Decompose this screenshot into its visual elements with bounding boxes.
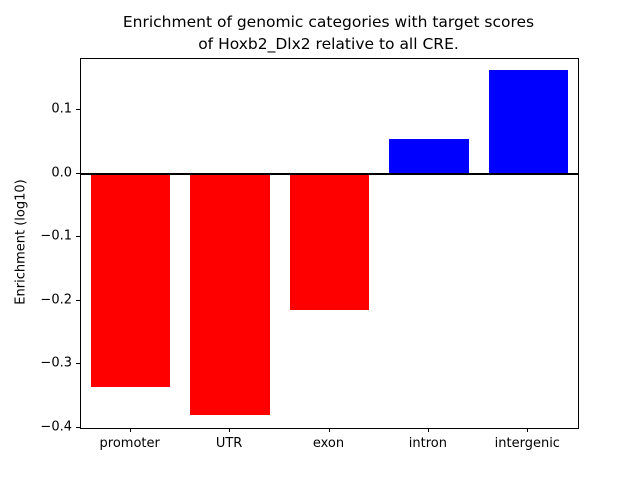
- chart-title-line1: Enrichment of genomic categories with ta…: [122, 13, 535, 31]
- bar-exon: [289, 173, 370, 311]
- chart-title-line2: of Hoxb2_Dlx2 relative to all CRE.: [198, 34, 459, 53]
- bar-promoter: [90, 173, 171, 387]
- x-tick-label-intergenic: intergenic: [494, 436, 560, 451]
- y-tick-label-2: −0.1: [40, 228, 72, 244]
- plot-area: [80, 58, 579, 429]
- x-tick-label-intron: intron: [408, 436, 447, 451]
- x-tick-intergenic: [527, 428, 529, 432]
- x-tick-UTR: [229, 428, 231, 432]
- x-tick-label-promoter: promoter: [99, 436, 160, 451]
- bar-intergenic: [488, 69, 568, 174]
- x-tick-label-UTR: UTR: [215, 436, 243, 451]
- y-tick-label-4: −0.3: [40, 355, 72, 371]
- y-tick-1: [76, 172, 80, 174]
- y-tick-4: [76, 363, 80, 365]
- y-axis-label: Enrichment (log10): [13, 179, 29, 305]
- chart-title: Enrichment of genomic categories with ta…: [80, 12, 577, 55]
- x-tick-promoter: [129, 428, 131, 432]
- x-tick-intron: [427, 428, 429, 432]
- y-tick-label-0: 0.1: [51, 101, 72, 117]
- bar-UTR: [190, 173, 270, 416]
- x-tick-label-exon: exon: [312, 436, 345, 451]
- bar-intron: [389, 139, 469, 174]
- y-tick-0: [76, 108, 80, 110]
- zero-line: [81, 172, 578, 175]
- y-tick-label-5: −0.4: [40, 419, 72, 435]
- y-tick-2: [76, 236, 80, 238]
- x-tick-exon: [328, 428, 330, 432]
- y-tick-3: [76, 299, 80, 301]
- y-tick-label-1: 0.0: [51, 165, 72, 180]
- y-tick-label-3: −0.2: [40, 292, 72, 308]
- y-tick-5: [76, 427, 80, 428]
